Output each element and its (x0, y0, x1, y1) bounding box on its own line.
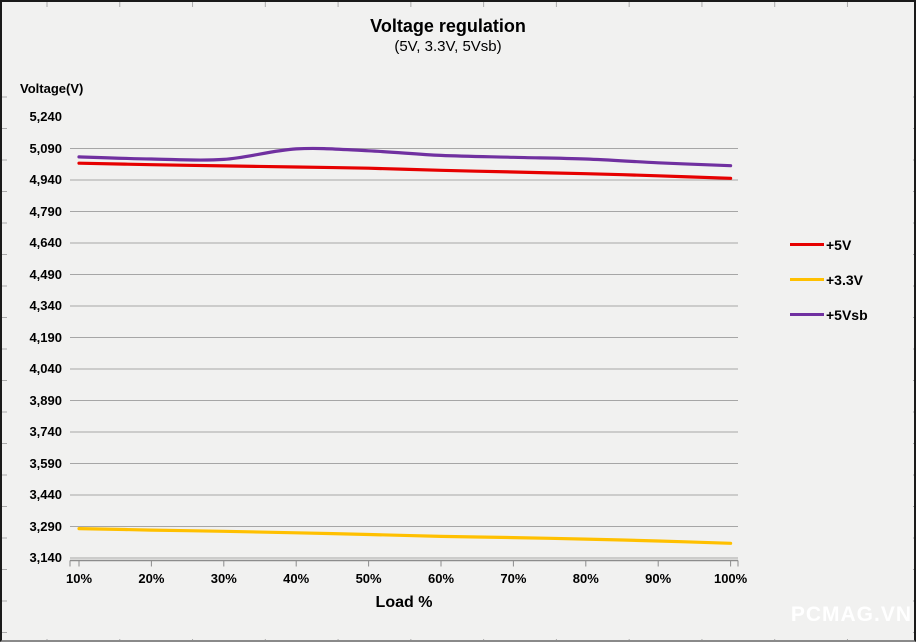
y-tick-label: 3,440 (29, 487, 62, 502)
legend-label: +3.3V (826, 271, 863, 288)
y-tick-label: 4,040 (29, 361, 62, 376)
legend-swatch (790, 278, 824, 281)
x-tick-label: 20% (138, 571, 165, 586)
x-tick-label: 100% (713, 571, 748, 586)
y-tick-label: 5,090 (29, 140, 62, 156)
legend-item-5v: +5V (790, 227, 868, 262)
x-axis-line (69, 559, 739, 567)
x-tick-label: 50% (355, 571, 382, 586)
gridlines (70, 148, 738, 559)
y-tick-label: 4,640 (29, 235, 62, 250)
legend-label: +5V (826, 236, 852, 253)
legend-label: +5Vsb (826, 306, 868, 323)
y-tick-label: 4,790 (29, 203, 62, 219)
x-tick-label: 70% (500, 571, 527, 586)
y-tick-label: 5,240 (29, 109, 62, 124)
y-axis-title: Voltage(V) (20, 81, 84, 96)
series-line-3.3v (77, 527, 733, 545)
series-line-5v (77, 161, 733, 180)
x-tick-label: 30% (210, 571, 237, 586)
y-tick-label: 3,740 (29, 424, 62, 439)
y-tick-label: 4,190 (29, 329, 62, 345)
x-tick-label: 90% (645, 571, 672, 586)
x-tick-label: 60% (427, 571, 455, 586)
x-tick-label: 80% (572, 571, 599, 586)
legend-swatch (790, 313, 824, 316)
legend-swatch (790, 243, 824, 246)
chart-title: Voltage regulation (370, 16, 526, 36)
legend: +5V +3.3V +5Vsb (790, 227, 868, 332)
y-tick-label: 3,290 (29, 518, 62, 534)
series-line-5vsb (77, 146, 733, 168)
title-block: Voltage regulation (5V, 3.3V, 5Vsb) (2, 15, 894, 57)
y-tick-label: 4,940 (29, 172, 62, 187)
y-tick-label: 3,590 (29, 455, 62, 471)
chart-subtitle: (5V, 3.3V, 5Vsb) (394, 38, 502, 55)
y-tick-label: 3,140 (29, 550, 62, 565)
data-series-lines (77, 146, 733, 545)
y-tick-label: 3,890 (29, 392, 62, 408)
x-tick-label: 40% (283, 571, 310, 586)
y-tick-label: 4,490 (29, 266, 62, 282)
x-axis-title: Load % (375, 594, 433, 611)
y-tick-label: 4,340 (29, 298, 62, 313)
legend-item-5vsb: +5Vsb (790, 297, 868, 332)
x-tick-label: 10% (65, 571, 93, 586)
watermark: PCMAG.VN (790, 603, 912, 626)
legend-item-3.3v: +3.3V (790, 262, 868, 297)
